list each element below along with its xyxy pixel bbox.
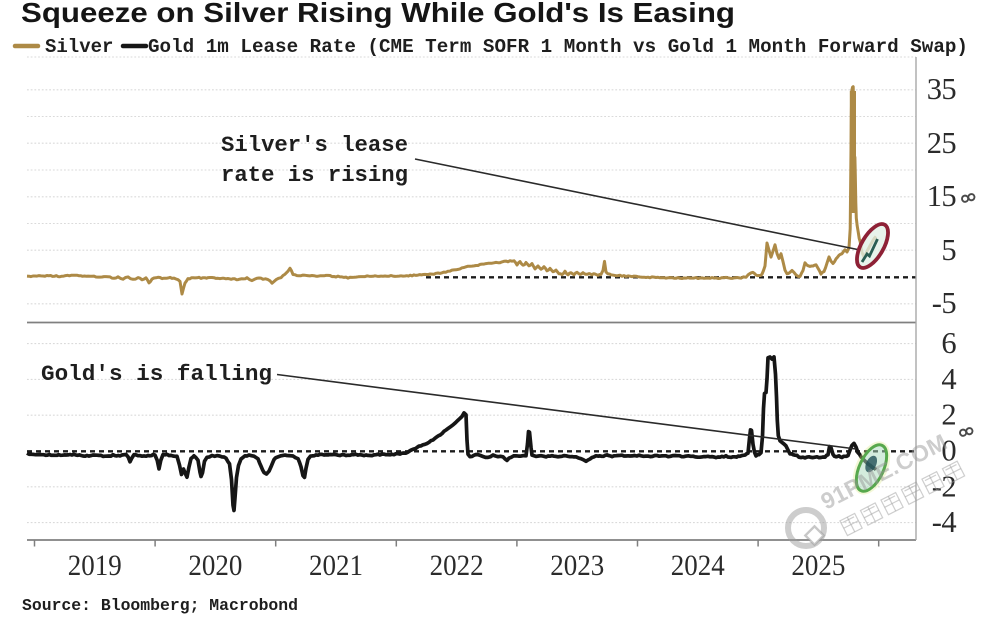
svg-text:Squeeze on Silver Rising While: Squeeze on Silver Rising While Gold's Is… bbox=[21, 0, 735, 28]
svg-text:2025: 2025 bbox=[791, 549, 845, 582]
svg-text:-4: -4 bbox=[932, 505, 957, 539]
svg-text:2024: 2024 bbox=[671, 549, 725, 582]
svg-text:2021: 2021 bbox=[309, 549, 363, 582]
svg-text:-5: -5 bbox=[932, 286, 957, 320]
svg-text:15: 15 bbox=[927, 179, 957, 213]
svg-text:35: 35 bbox=[927, 72, 957, 106]
svg-text:2: 2 bbox=[941, 398, 956, 432]
svg-text:25: 25 bbox=[927, 126, 957, 160]
svg-text:2019: 2019 bbox=[68, 549, 122, 582]
svg-text:5: 5 bbox=[941, 233, 956, 267]
svg-text:Silver's lease: Silver's lease bbox=[221, 133, 408, 158]
svg-text:Silver: Silver bbox=[45, 36, 113, 58]
svg-text:2020: 2020 bbox=[188, 549, 242, 582]
svg-text:rate is rising: rate is rising bbox=[221, 163, 408, 188]
svg-text:2023: 2023 bbox=[550, 549, 604, 582]
svg-text:4: 4 bbox=[941, 362, 956, 396]
svg-text:Gold 1m Lease Rate (CME Term S: Gold 1m Lease Rate (CME Term SOFR 1 Mont… bbox=[148, 36, 968, 58]
svg-text:Source: Bloomberg; Macrobond: Source: Bloomberg; Macrobond bbox=[22, 596, 298, 615]
svg-text:6: 6 bbox=[941, 326, 956, 360]
svg-text:2022: 2022 bbox=[430, 549, 484, 582]
svg-text:Gold's is falling: Gold's is falling bbox=[41, 362, 272, 387]
svg-text:0: 0 bbox=[941, 434, 956, 468]
